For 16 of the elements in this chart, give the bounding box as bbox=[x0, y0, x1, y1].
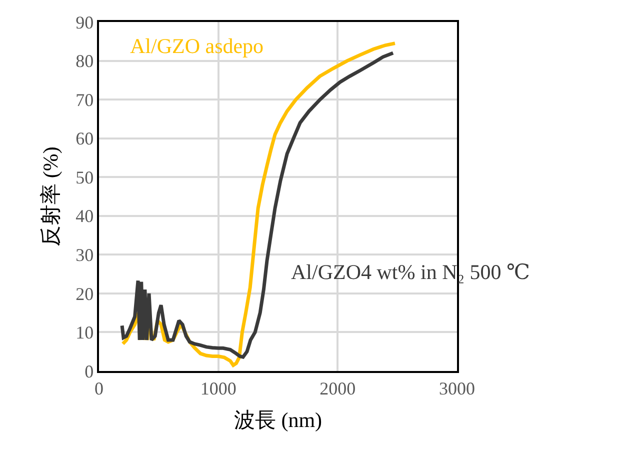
y-tick-label: 40 bbox=[76, 206, 94, 226]
x-axis-title: 波長 (nm) bbox=[234, 408, 322, 432]
x-tick-label: 1000 bbox=[200, 378, 236, 398]
y-tick-label: 80 bbox=[76, 51, 94, 72]
x-tick-label: 2000 bbox=[320, 378, 356, 398]
y-tick-label: 60 bbox=[76, 128, 94, 149]
y-tick-label: 20 bbox=[76, 284, 94, 304]
y-tick-label: 50 bbox=[76, 167, 94, 188]
y-axis-title: 反射率 (%) bbox=[38, 146, 62, 246]
y-tick-label: 10 bbox=[76, 322, 94, 343]
x-tick-label: 3000 bbox=[439, 378, 475, 398]
y-tick-label: 0 bbox=[84, 361, 94, 382]
text: Al/GZO asdepo bbox=[130, 34, 264, 58]
y-tick-label: 70 bbox=[76, 90, 94, 110]
y-tick-label: 30 bbox=[76, 244, 94, 265]
y-tick-label: 90 bbox=[76, 12, 94, 32]
